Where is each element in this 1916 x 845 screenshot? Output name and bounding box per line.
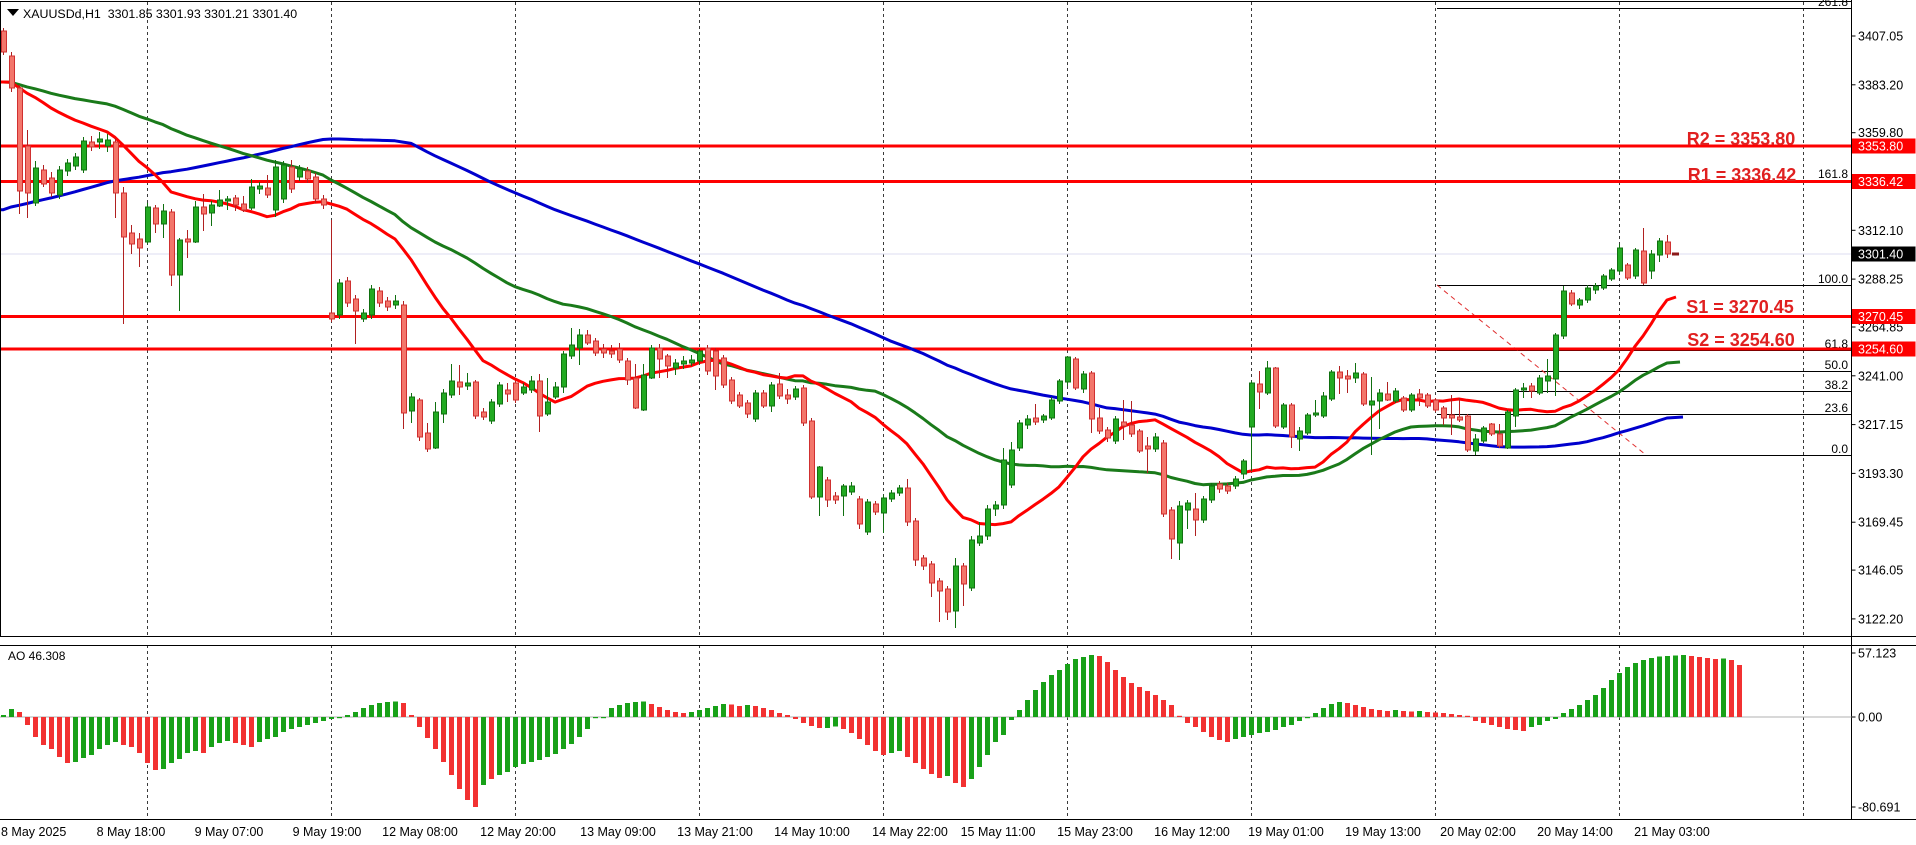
- svg-text:14 May 22:00: 14 May 22:00: [872, 825, 948, 839]
- svg-text:S1 = 3270.45: S1 = 3270.45: [1686, 297, 1794, 317]
- svg-text:23.6: 23.6: [1825, 401, 1849, 415]
- svg-text:261.8: 261.8: [1818, 0, 1848, 9]
- svg-text:20 May 02:00: 20 May 02:00: [1440, 825, 1516, 839]
- svg-text:3383.20: 3383.20: [1858, 78, 1903, 92]
- svg-text:3241.00: 3241.00: [1858, 369, 1903, 383]
- svg-text:9 May 19:00: 9 May 19:00: [293, 825, 362, 839]
- svg-text:57.123: 57.123: [1858, 647, 1896, 661]
- svg-text:15 May 23:00: 15 May 23:00: [1057, 825, 1133, 839]
- svg-text:12 May 08:00: 12 May 08:00: [382, 825, 458, 839]
- svg-text:3217.15: 3217.15: [1858, 418, 1903, 432]
- svg-text:3169.45: 3169.45: [1858, 516, 1903, 530]
- svg-text:3336.42: 3336.42: [1858, 175, 1903, 189]
- svg-text:3353.80: 3353.80: [1858, 140, 1903, 154]
- svg-text:R2 = 3353.80: R2 = 3353.80: [1687, 129, 1796, 149]
- svg-text:13 May 21:00: 13 May 21:00: [677, 825, 753, 839]
- svg-text:38.2: 38.2: [1825, 378, 1849, 392]
- svg-text:12 May 20:00: 12 May 20:00: [480, 825, 556, 839]
- svg-text:3254.60: 3254.60: [1858, 343, 1903, 357]
- svg-text:161.8: 161.8: [1818, 167, 1848, 181]
- svg-text:3359.80: 3359.80: [1858, 126, 1903, 140]
- svg-text:3122.20: 3122.20: [1858, 612, 1903, 626]
- svg-text:19 May 01:00: 19 May 01:00: [1248, 825, 1324, 839]
- svg-text:3312.10: 3312.10: [1858, 224, 1903, 238]
- svg-text:-80.691: -80.691: [1858, 801, 1900, 815]
- svg-text:50.0: 50.0: [1825, 358, 1849, 372]
- svg-text:3407.05: 3407.05: [1858, 30, 1903, 44]
- svg-text:15 May 11:00: 15 May 11:00: [961, 825, 1036, 839]
- svg-text:14 May 10:00: 14 May 10:00: [774, 825, 850, 839]
- svg-text:S2 = 3254.60: S2 = 3254.60: [1687, 330, 1795, 350]
- svg-text:100.0: 100.0: [1818, 272, 1848, 286]
- svg-text:3193.30: 3193.30: [1858, 467, 1903, 481]
- svg-text:21 May 03:00: 21 May 03:00: [1634, 825, 1710, 839]
- svg-text:3301.40: 3301.40: [1858, 248, 1903, 262]
- svg-text:20 May 14:00: 20 May 14:00: [1537, 825, 1613, 839]
- svg-text:R1 = 3336.42: R1 = 3336.42: [1688, 165, 1797, 185]
- svg-text:16 May 12:00: 16 May 12:00: [1154, 825, 1230, 839]
- svg-text:13 May 09:00: 13 May 09:00: [580, 825, 656, 839]
- svg-text:8 May 2025: 8 May 2025: [1, 825, 66, 839]
- svg-text:8 May 18:00: 8 May 18:00: [97, 825, 166, 839]
- svg-text:0.00: 0.00: [1858, 711, 1882, 725]
- svg-text:3288.25: 3288.25: [1858, 273, 1903, 287]
- svg-text:3270.45: 3270.45: [1858, 310, 1903, 324]
- svg-text:AO 46.308: AO 46.308: [8, 649, 66, 663]
- svg-text:9 May 07:00: 9 May 07:00: [195, 825, 264, 839]
- svg-text:19 May 13:00: 19 May 13:00: [1345, 825, 1421, 839]
- svg-text:XAUUSDd,H1 3301.85 3301.93 33: XAUUSDd,H1 3301.85 3301.93 3301.21 3301.…: [23, 7, 297, 21]
- svg-text:3146.05: 3146.05: [1858, 564, 1903, 578]
- svg-text:0.0: 0.0: [1831, 442, 1848, 456]
